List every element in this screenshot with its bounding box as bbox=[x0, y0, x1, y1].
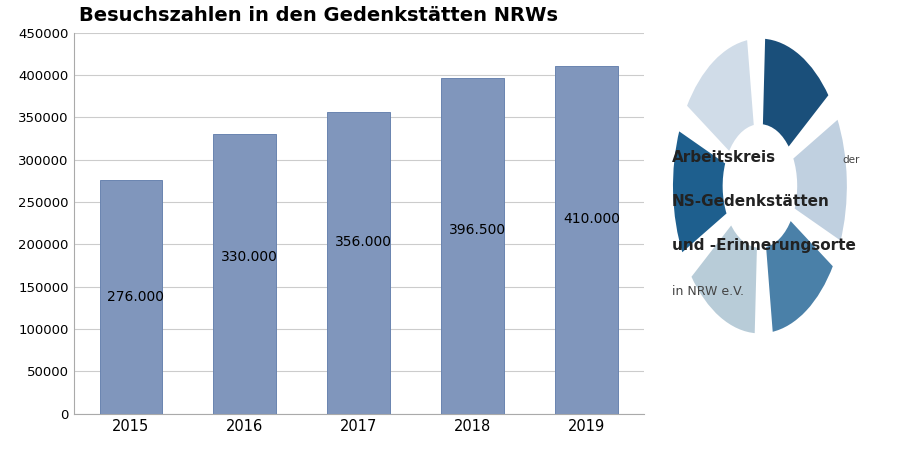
Bar bbox=[99, 180, 162, 414]
Wedge shape bbox=[761, 37, 829, 149]
Text: 330.000: 330.000 bbox=[221, 250, 278, 264]
Text: der: der bbox=[842, 155, 859, 165]
Bar bbox=[441, 78, 504, 414]
Wedge shape bbox=[671, 129, 727, 255]
Text: NS-Gedenkstätten: NS-Gedenkstätten bbox=[671, 194, 829, 209]
Text: Arbeitskreis: Arbeitskreis bbox=[671, 150, 775, 165]
Text: und -Erinnerungsorte: und -Erinnerungsorte bbox=[671, 239, 855, 253]
Text: 276.000: 276.000 bbox=[107, 290, 164, 304]
Text: Besuchszahlen in den Gedenkstätten NRWs: Besuchszahlen in den Gedenkstätten NRWs bbox=[79, 7, 558, 26]
Text: 410.000: 410.000 bbox=[562, 212, 619, 226]
Bar bbox=[213, 134, 276, 414]
Wedge shape bbox=[689, 223, 757, 335]
Wedge shape bbox=[791, 117, 847, 243]
Bar bbox=[555, 66, 618, 414]
Wedge shape bbox=[685, 39, 754, 153]
Text: in NRW e.V.: in NRW e.V. bbox=[671, 285, 743, 298]
Bar bbox=[327, 112, 390, 414]
Text: 396.500: 396.500 bbox=[448, 223, 505, 237]
Wedge shape bbox=[764, 219, 834, 333]
Text: 356.000: 356.000 bbox=[335, 235, 391, 249]
